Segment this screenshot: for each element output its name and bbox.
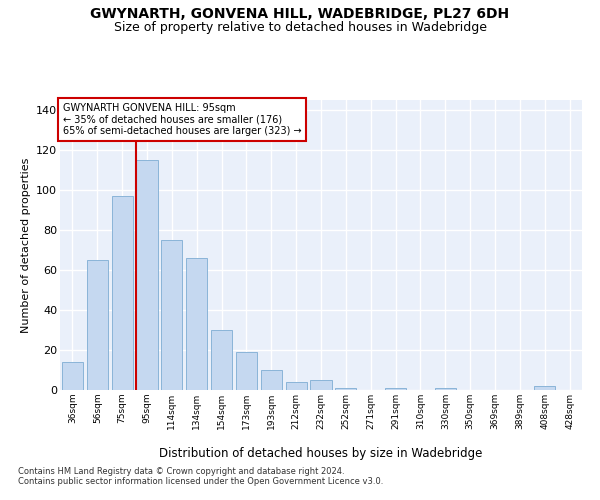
Bar bbox=[286, 382, 307, 390]
Bar bbox=[87, 260, 108, 390]
Text: Size of property relative to detached houses in Wadebridge: Size of property relative to detached ho… bbox=[113, 21, 487, 34]
Text: GWYNARTH GONVENA HILL: 95sqm
← 35% of detached houses are smaller (176)
65% of s: GWYNARTH GONVENA HILL: 95sqm ← 35% of de… bbox=[62, 103, 301, 136]
Text: Distribution of detached houses by size in Wadebridge: Distribution of detached houses by size … bbox=[160, 448, 482, 460]
Bar bbox=[136, 160, 158, 390]
Bar bbox=[534, 386, 555, 390]
Bar bbox=[310, 380, 332, 390]
Text: GWYNARTH, GONVENA HILL, WADEBRIDGE, PL27 6DH: GWYNARTH, GONVENA HILL, WADEBRIDGE, PL27… bbox=[91, 8, 509, 22]
Text: Contains public sector information licensed under the Open Government Licence v3: Contains public sector information licen… bbox=[18, 477, 383, 486]
Bar bbox=[112, 196, 133, 390]
Bar bbox=[261, 370, 282, 390]
Bar bbox=[186, 258, 207, 390]
Bar bbox=[62, 362, 83, 390]
Text: Contains HM Land Registry data © Crown copyright and database right 2024.: Contains HM Land Registry data © Crown c… bbox=[18, 467, 344, 476]
Bar bbox=[335, 388, 356, 390]
Bar bbox=[385, 388, 406, 390]
Bar bbox=[435, 388, 456, 390]
Bar bbox=[161, 240, 182, 390]
Bar bbox=[236, 352, 257, 390]
Y-axis label: Number of detached properties: Number of detached properties bbox=[20, 158, 31, 332]
Bar bbox=[211, 330, 232, 390]
